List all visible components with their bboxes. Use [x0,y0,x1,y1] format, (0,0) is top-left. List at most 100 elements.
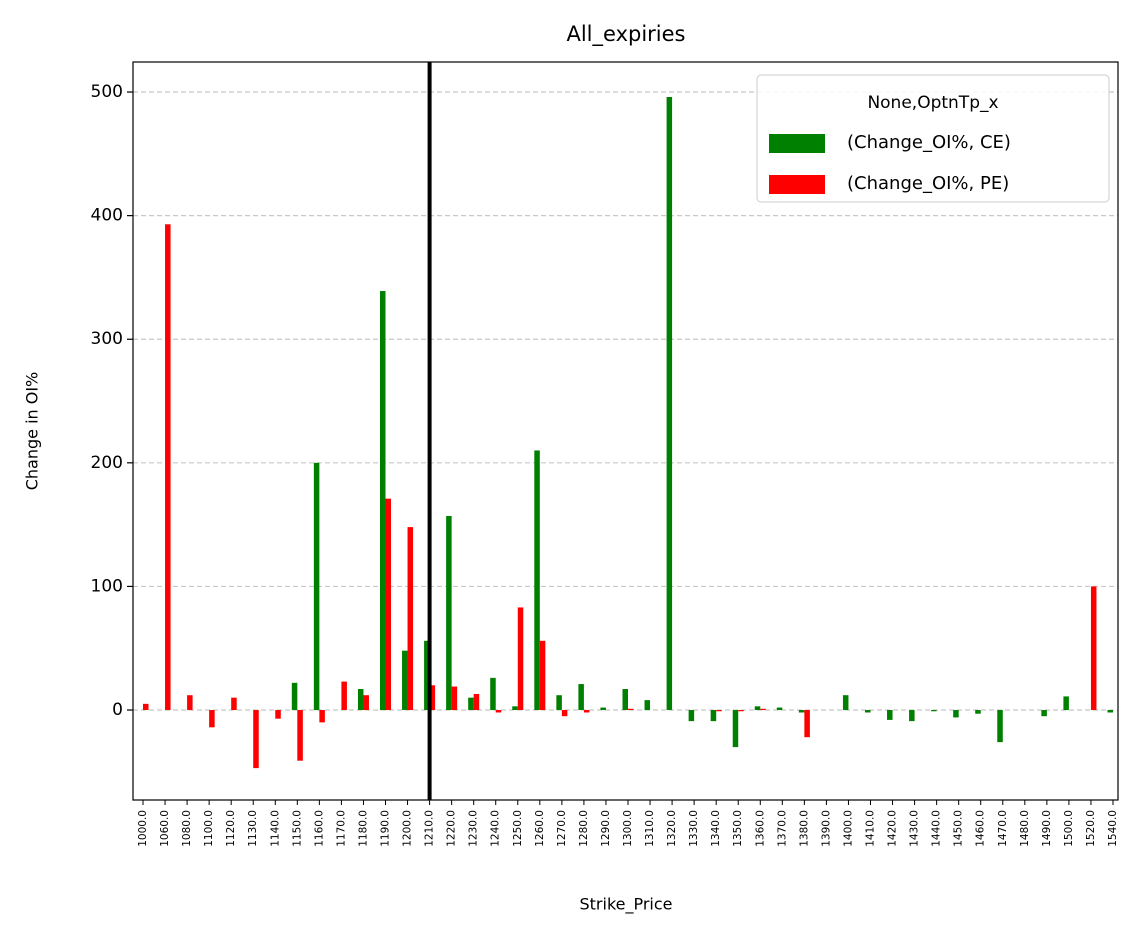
x-tick-label: 1250.0 [512,810,524,847]
x-tick-label: 1230.0 [468,810,480,847]
bar [408,527,414,710]
bar [997,710,1003,742]
legend-label: (Change_OI%, PE) [847,173,1009,194]
bar [292,683,298,710]
y-tick-label: 400 [91,206,123,226]
bar [452,687,458,710]
x-tick-label: 1320.0 [666,810,678,847]
bar [645,700,651,710]
x-tick-label: 1130.0 [247,810,259,847]
bar [865,710,871,712]
x-tick-label: 1390.0 [820,810,832,847]
x-tick-label: 1280.0 [578,810,590,847]
bar [540,641,546,710]
bar [556,695,562,710]
y-tick-label: 500 [91,82,123,102]
x-tick-label: 1500.0 [1063,810,1075,847]
bar [1091,586,1097,710]
x-tick-label: 1270.0 [556,810,568,847]
bar [341,682,347,710]
x-tick-label: 1400.0 [842,810,854,847]
bar [512,706,518,710]
x-tick-label: 1310.0 [644,810,656,847]
x-tick-label: 1420.0 [887,810,899,847]
bar [755,706,761,710]
bar [909,710,915,721]
bar [578,684,584,710]
x-tick-label: 1170.0 [335,810,347,847]
x-tick-label: 1150.0 [291,810,303,847]
bar [738,710,744,711]
bar [165,224,171,710]
bar [363,695,369,710]
bar [143,704,149,710]
x-tick-label: 1490.0 [1041,810,1053,847]
bar [314,463,320,710]
x-tick-label: 1520.0 [1085,810,1097,847]
bar [760,709,766,710]
x-tick-label: 1410.0 [865,810,877,847]
bar [600,708,606,710]
chart-title: All_expiries [566,22,685,47]
legend-swatch [769,175,825,194]
x-tick-label: 1000.0 [137,810,149,847]
x-tick-label: 1180.0 [357,810,369,847]
x-tick-label: 1240.0 [490,810,502,847]
bar [534,450,540,710]
x-tick-label: 1210.0 [424,810,436,847]
bar [490,678,496,710]
bar [209,710,215,727]
bar [319,710,325,722]
bar [231,698,237,710]
x-tick-label: 1160.0 [313,810,325,847]
y-tick-label: 200 [91,453,123,473]
x-tick-label: 1540.0 [1107,810,1119,847]
x-tick-label: 1380.0 [798,810,810,847]
bar [446,516,452,710]
legend-title: None,OptnTp_x [867,93,998,113]
bar [474,694,480,710]
x-tick-label: 1290.0 [600,810,612,847]
bar [518,607,524,710]
x-tick-label: 1200.0 [402,810,414,847]
x-tick-label: 1300.0 [622,810,634,847]
bar [386,499,392,710]
bar [667,97,673,710]
x-tick-label: 1450.0 [953,810,965,847]
x-tick-label: 1340.0 [710,810,722,847]
bar [1041,710,1047,716]
bar [1107,710,1113,712]
bar [975,710,981,714]
y-axis-label: Change in OI% [23,372,42,491]
x-tick-label: 1100.0 [203,810,215,847]
legend-label: (Change_OI%, CE) [847,132,1011,153]
x-tick-label: 1350.0 [732,810,744,847]
x-tick-label: 1060.0 [159,810,171,847]
x-tick-label: 1330.0 [688,810,700,847]
bar [622,689,628,710]
bar [253,710,259,768]
bar [953,710,959,717]
bar [358,689,364,710]
x-tick-label: 1360.0 [754,810,766,847]
y-tick-label: 0 [112,700,123,720]
x-tick-label: 1440.0 [931,810,943,847]
x-tick-label: 1260.0 [534,810,546,847]
legend-swatch [769,134,825,153]
x-tick-label: 1370.0 [776,810,788,847]
x-tick-label: 1460.0 [975,810,987,847]
bar [584,710,590,712]
bar [402,651,408,710]
bar [468,698,474,710]
bar [380,291,386,710]
bar [187,695,193,710]
bar [733,710,739,747]
bar [689,710,695,721]
bar [804,710,810,737]
bar [777,708,783,710]
y-tick-label: 300 [91,329,123,349]
x-tick-label: 1430.0 [909,810,921,847]
bar [931,710,937,711]
